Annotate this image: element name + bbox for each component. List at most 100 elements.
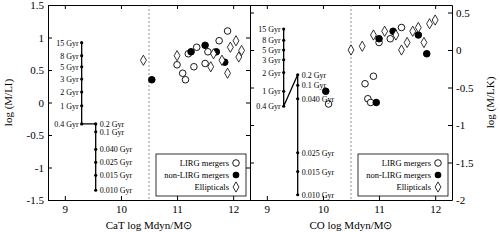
point-label: 2 Gyr bbox=[60, 88, 79, 97]
point bbox=[296, 193, 299, 196]
tick-mark bbox=[65, 5, 66, 9]
point-label: 2 Gyr bbox=[262, 69, 281, 78]
tick-mark bbox=[246, 70, 250, 71]
point bbox=[225, 68, 231, 78]
tick-mark bbox=[267, 196, 268, 200]
legend-marker bbox=[233, 160, 240, 167]
tick bbox=[65, 5, 66, 9]
x-axis: 9101112 bbox=[251, 196, 453, 215]
tick-mark bbox=[448, 163, 452, 164]
tick-label: 0.5 bbox=[456, 7, 470, 19]
tick-label: -0.5 bbox=[27, 129, 45, 141]
point bbox=[404, 37, 410, 47]
point-label: 5 Gyr bbox=[262, 46, 281, 55]
model-track bbox=[82, 43, 96, 191]
point-label: 8 Gyr bbox=[262, 36, 281, 45]
legend-label: non-LIRG mergers bbox=[366, 170, 431, 180]
point bbox=[382, 26, 388, 36]
point bbox=[398, 24, 405, 31]
tick bbox=[379, 5, 380, 9]
tick-mark bbox=[121, 5, 122, 9]
tick-mark bbox=[48, 168, 52, 169]
tick: 1.5 bbox=[30, 0, 52, 11]
tick bbox=[435, 5, 436, 9]
tick-mark bbox=[48, 103, 52, 104]
reference-line bbox=[149, 5, 150, 200]
tick-label: 12 bbox=[228, 203, 239, 215]
tick-label: -1 bbox=[456, 119, 465, 131]
point bbox=[193, 44, 200, 51]
reference-line bbox=[351, 5, 352, 200]
point bbox=[296, 84, 299, 87]
x-axis-top bbox=[251, 5, 453, 9]
tick-mark bbox=[323, 5, 324, 9]
legend: LIRG mergersnon-LIRG mergersEllipticals bbox=[358, 154, 448, 196]
tick: 11 bbox=[172, 196, 183, 215]
tick bbox=[267, 5, 268, 9]
tick bbox=[246, 103, 250, 104]
point bbox=[227, 42, 233, 52]
point-label: 0.4 Gyr bbox=[256, 102, 281, 111]
tick-label: -1 bbox=[35, 162, 44, 174]
tick: 1 bbox=[39, 32, 53, 44]
tick-mark bbox=[379, 196, 380, 200]
tick: 0.5 bbox=[30, 64, 52, 76]
point bbox=[233, 36, 239, 46]
point bbox=[202, 60, 209, 67]
point-label: 0.010 Gyr bbox=[100, 186, 133, 195]
point bbox=[296, 151, 299, 154]
tick-mark bbox=[48, 5, 52, 6]
tick-mark bbox=[48, 135, 52, 136]
tick-label: 1.5 bbox=[30, 0, 44, 11]
tick-mark bbox=[250, 50, 254, 51]
point bbox=[387, 35, 394, 42]
point bbox=[205, 49, 212, 56]
tick-label: 11 bbox=[172, 203, 183, 215]
point-label: 5 Gyr bbox=[60, 63, 79, 72]
tick-mark bbox=[65, 196, 66, 200]
tick: 0.5 bbox=[448, 7, 470, 19]
axis-line bbox=[49, 5, 251, 6]
legend-label: LIRG mergers bbox=[180, 158, 229, 168]
point bbox=[348, 45, 354, 55]
tick: 0 bbox=[39, 97, 53, 109]
tick-mark bbox=[48, 200, 52, 201]
axis-line bbox=[452, 6, 453, 201]
point bbox=[94, 174, 97, 177]
tick bbox=[323, 5, 324, 9]
point bbox=[94, 130, 97, 133]
tick-mark bbox=[379, 5, 380, 9]
point-label: 0.015 Gyr bbox=[100, 171, 133, 180]
tick bbox=[250, 13, 254, 14]
panel-1: 9101112-2-1.5-1-0.500.5CO log Mdyn/M⊙log… bbox=[250, 5, 497, 231]
tick: -1.5 bbox=[27, 194, 52, 206]
legend-box bbox=[156, 154, 246, 196]
tick-label: 0 bbox=[456, 44, 462, 56]
point bbox=[296, 97, 299, 100]
point bbox=[296, 73, 299, 76]
point-label: 0.2 Gyr bbox=[302, 71, 327, 80]
point bbox=[149, 76, 156, 83]
point bbox=[208, 62, 214, 72]
tick bbox=[250, 200, 254, 201]
point bbox=[80, 41, 83, 44]
tick-label: 1 bbox=[39, 32, 45, 44]
y-axis-right: -2-1.5-1-0.500.5 bbox=[448, 6, 474, 207]
point-label: 0.010 Gyr bbox=[302, 191, 335, 200]
tick: 0 bbox=[448, 44, 462, 56]
point-label: 8 Gyr bbox=[60, 52, 79, 61]
point bbox=[219, 55, 225, 65]
tick-label: 9 bbox=[265, 203, 271, 215]
tick: 11 bbox=[374, 196, 385, 215]
tick: -0.5 bbox=[448, 82, 474, 94]
point bbox=[282, 48, 285, 51]
x-axis-title: CO log Mdyn/M⊙ bbox=[310, 219, 393, 231]
legend-marker bbox=[435, 182, 441, 192]
legend-label: LIRG mergers bbox=[382, 158, 431, 168]
tick-label: 10 bbox=[116, 203, 128, 215]
point bbox=[370, 73, 377, 80]
tick bbox=[250, 88, 254, 89]
tick-label: 12 bbox=[430, 203, 441, 215]
point bbox=[376, 35, 383, 42]
axis-line bbox=[251, 5, 453, 6]
